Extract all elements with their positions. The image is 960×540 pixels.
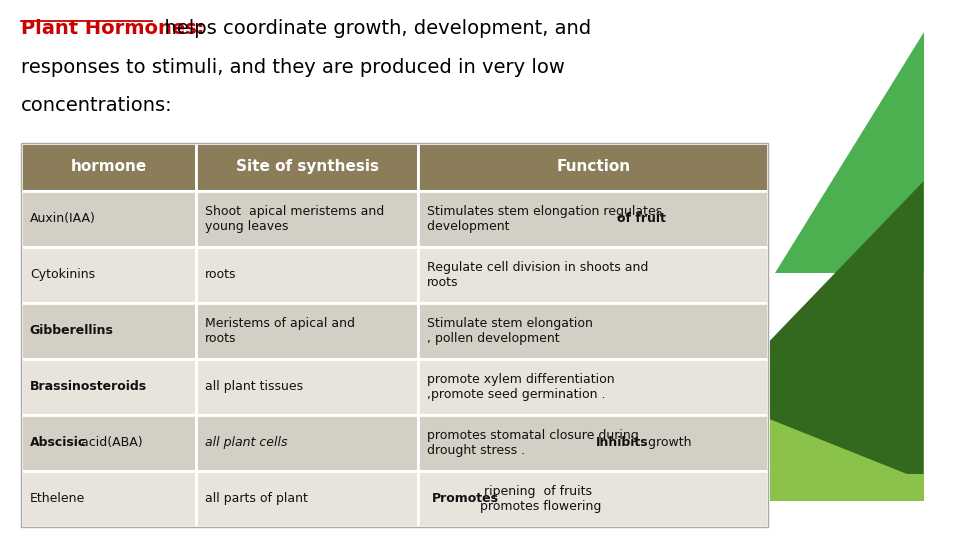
Text: Plant Hormones:: Plant Hormones: bbox=[21, 19, 204, 38]
Text: Function: Function bbox=[556, 159, 631, 174]
Text: ripening  of fruits
promotes flowering: ripening of fruits promotes flowering bbox=[480, 484, 601, 512]
Text: hormone: hormone bbox=[70, 159, 147, 174]
Text: Stimulates stem elongation regulates
development: Stimulates stem elongation regulates dev… bbox=[427, 205, 662, 233]
Text: Shoot  apical meristems and
young leaves: Shoot apical meristems and young leaves bbox=[204, 205, 384, 233]
Text: Abscisic: Abscisic bbox=[30, 436, 86, 449]
Polygon shape bbox=[656, 181, 924, 501]
Text: promotes stomatal closure during
drought stress .: promotes stomatal closure during drought… bbox=[427, 429, 638, 456]
Text: all plant cells: all plant cells bbox=[204, 436, 287, 449]
Text: concentrations:: concentrations: bbox=[21, 96, 173, 115]
Text: Auxin(IAA): Auxin(IAA) bbox=[30, 212, 96, 225]
Text: Regulate cell division in shoots and
roots: Regulate cell division in shoots and roo… bbox=[427, 261, 648, 288]
Text: Ethelene: Ethelene bbox=[30, 492, 85, 505]
Polygon shape bbox=[775, 31, 924, 273]
Polygon shape bbox=[715, 181, 924, 481]
Polygon shape bbox=[120, 474, 924, 497]
Text: acid(ABA): acid(ABA) bbox=[78, 436, 143, 449]
Text: Site of synthesis: Site of synthesis bbox=[235, 159, 378, 174]
Text: helps coordinate growth, development, and: helps coordinate growth, development, an… bbox=[152, 19, 590, 38]
Text: Gibberellins: Gibberellins bbox=[30, 324, 113, 337]
Text: Brassinosteroids: Brassinosteroids bbox=[30, 380, 147, 393]
Text: all plant tissues: all plant tissues bbox=[204, 380, 302, 393]
Text: Cytokinins: Cytokinins bbox=[30, 268, 95, 281]
Text: Promotes: Promotes bbox=[432, 492, 499, 505]
Text: Inhibits: Inhibits bbox=[596, 436, 649, 449]
Text: of fruit: of fruit bbox=[617, 212, 666, 225]
Text: growth: growth bbox=[643, 436, 691, 449]
Text: all parts of plant: all parts of plant bbox=[204, 492, 307, 505]
Text: Stimulate stem elongation
, pollen development: Stimulate stem elongation , pollen devel… bbox=[427, 316, 593, 345]
Text: roots: roots bbox=[204, 268, 236, 281]
Text: Meristems of apical and
roots: Meristems of apical and roots bbox=[204, 316, 354, 345]
Text: promote xylem differentiation
,promote seed germination .: promote xylem differentiation ,promote s… bbox=[427, 373, 614, 401]
Text: responses to stimuli, and they are produced in very low: responses to stimuli, and they are produ… bbox=[21, 58, 565, 77]
